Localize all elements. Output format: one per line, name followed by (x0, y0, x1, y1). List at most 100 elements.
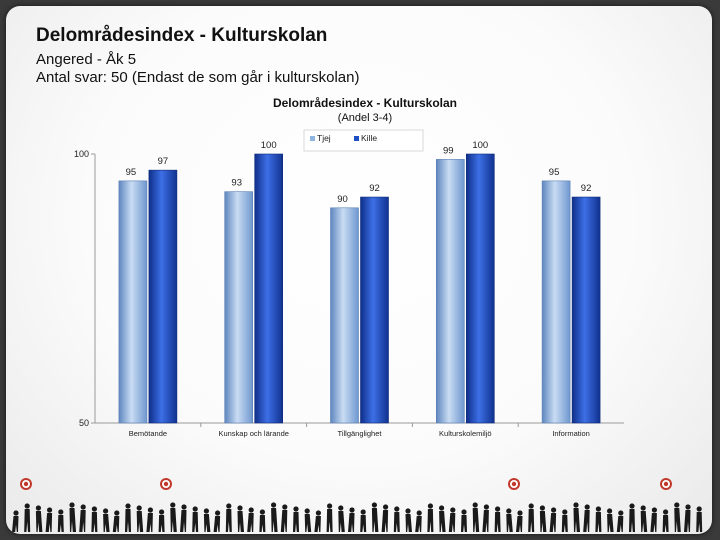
silhouette-person (583, 504, 590, 532)
y-tick-label: 100 (74, 149, 89, 159)
silhouette-person (158, 509, 165, 532)
silhouette-person (192, 506, 199, 532)
bar-chart: Delområdesindex - Kulturskolan (Andel 3-… (74, 96, 624, 438)
silhouette-person (280, 504, 288, 532)
bar-kille (360, 196, 389, 424)
silhouette-person (561, 509, 568, 532)
data-label: 92 (581, 183, 592, 194)
silhouette-person (180, 504, 187, 532)
silhouette-person (91, 506, 98, 532)
legend-label-tjej: Tjej (317, 133, 331, 143)
category-label: Information (552, 429, 590, 438)
silhouette-person (616, 510, 624, 532)
category-label: Kulturskolemiljö (439, 429, 492, 438)
silhouette-person (539, 505, 547, 532)
silhouette-person (203, 508, 211, 532)
legend-swatch-kille (354, 136, 359, 141)
bar-tjej (118, 180, 148, 424)
silhouette-person (360, 509, 367, 532)
silhouette-person (674, 502, 681, 532)
silhouette-person (629, 503, 635, 532)
silhouette-person (506, 508, 513, 532)
data-label: 90 (337, 194, 348, 205)
silhouette-person (136, 505, 144, 532)
footer-crowd-decoration (12, 478, 703, 532)
silhouette-person (213, 510, 221, 532)
silhouette-person (146, 507, 153, 532)
silhouette-person (112, 510, 120, 532)
data-label: 97 (158, 156, 169, 167)
bar-tjej (541, 180, 571, 424)
data-label: 92 (369, 183, 380, 194)
silhouette-person (247, 507, 254, 532)
silhouette-person (650, 507, 658, 532)
silhouette-person (549, 507, 557, 532)
silhouette-person (393, 506, 400, 532)
silhouette-person (607, 508, 614, 532)
category-label: Bemötande (129, 429, 167, 438)
silhouette-person (684, 504, 691, 532)
silhouette-person (415, 510, 422, 532)
chart-subtitle: (Andel 3-4) (338, 112, 392, 124)
silhouette-person (472, 502, 480, 532)
silhouette-person (271, 502, 278, 532)
silhouette-person (348, 507, 355, 532)
silhouette-person (494, 506, 501, 532)
bar-kille (148, 169, 178, 424)
data-label: 100 (472, 140, 488, 151)
subtitle-area: Angered - Åk 5 (36, 51, 137, 68)
silhouette-person (662, 509, 669, 532)
category-label: Kunskap och lärande (218, 429, 288, 438)
target-icon (160, 478, 172, 490)
data-label: 100 (261, 140, 277, 151)
silhouette-person (237, 505, 244, 532)
bar-tjej (330, 207, 359, 424)
category-label: Tillgänglighet (338, 429, 383, 438)
silhouette-person (314, 510, 321, 532)
y-tick-label: 50 (79, 418, 89, 428)
silhouette-person (293, 506, 299, 532)
page-title: Delområdesindex - Kulturskolan (36, 25, 328, 46)
silhouette-person (482, 504, 489, 532)
silhouette-person (461, 509, 467, 532)
data-label: 95 (549, 167, 560, 178)
subtitle-responses: Antal svar: 50 (Endast de som går i kult… (36, 69, 360, 86)
silhouette-person (24, 503, 31, 532)
bar-kille (465, 153, 495, 424)
silhouette-person (405, 508, 412, 532)
bar-kille (254, 153, 283, 424)
silhouette-person (304, 508, 312, 532)
silhouette-person (35, 505, 43, 532)
silhouette-person (696, 506, 703, 532)
silhouette-person (103, 508, 110, 532)
silhouette-person (12, 510, 19, 532)
bar-tjej (224, 191, 253, 424)
silhouette-person (528, 503, 535, 532)
silhouette-person (573, 502, 580, 532)
silhouette-person (595, 506, 602, 532)
silhouette-person (170, 502, 177, 532)
plot-area: 50 100 95 97 Bemötande 93 100 Kunskap och läran… (74, 129, 624, 438)
silhouette-person (225, 503, 232, 532)
silhouette-person (371, 502, 379, 532)
legend-label-kille: Kille (361, 133, 377, 143)
bar-kille (571, 196, 601, 424)
silhouette-person (45, 507, 53, 532)
silhouette-person (338, 505, 345, 532)
target-icon (20, 478, 32, 490)
silhouette-person (448, 507, 456, 532)
data-label: 95 (126, 167, 137, 178)
legend-box (303, 129, 424, 152)
silhouette-person (79, 504, 86, 532)
slide: Delområdesindex - Kulturskolan Angered -… (6, 6, 712, 534)
silhouette-person (259, 509, 266, 532)
silhouette-person (427, 503, 434, 532)
silhouette-person (326, 503, 333, 532)
data-label: 99 (443, 145, 454, 156)
data-label: 93 (231, 178, 242, 189)
silhouette-person (516, 510, 523, 532)
silhouette-person (381, 504, 389, 532)
silhouette-person (439, 505, 446, 532)
legend-swatch-tjej (310, 136, 315, 141)
target-icon (660, 478, 672, 490)
